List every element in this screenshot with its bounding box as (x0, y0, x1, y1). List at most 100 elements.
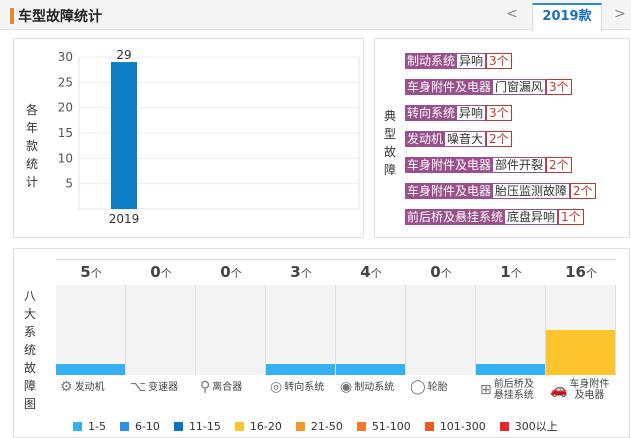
legend-label: 101-300 (439, 419, 486, 433)
page-title: 车型故障统计 (18, 9, 102, 25)
fault-item[interactable]: 发动机 噪音大 2个 (405, 131, 512, 147)
fault-type: 部件开裂 (493, 157, 547, 173)
legend-swatch (234, 421, 244, 431)
fault-category: 车身附件及电器 (405, 183, 494, 199)
fault-item[interactable]: 车身附件及电器 胎压监测故障 2个 (405, 183, 596, 199)
fault-type: 门窗漏风 (493, 79, 547, 95)
legend-label: 300以上 (514, 420, 558, 433)
system-count-value: 1 (500, 263, 511, 281)
fault-count: 3个 (486, 53, 512, 69)
next-arrow-icon[interactable]: > (614, 6, 626, 22)
system-label[interactable]: 🚗 车身附件 及电器 (550, 379, 609, 401)
legend-swatch (173, 421, 183, 431)
fault-category: 前后桥及悬挂系统 (405, 209, 506, 225)
fault-type: 底盘异响 (505, 209, 559, 225)
prev-arrow-icon[interactable]: < (506, 6, 518, 22)
bar-value-label: 29 (116, 48, 131, 62)
system-count-unit: 个 (585, 267, 597, 280)
legend-item: 300以上 (499, 418, 558, 434)
system-count-value: 16 (565, 263, 586, 281)
legend-label: 11-15 (188, 419, 221, 433)
legend-label: 51-100 (371, 419, 411, 433)
system-count-unit: 个 (90, 267, 102, 280)
legend-swatch (499, 421, 509, 431)
fault-type: 异响 (457, 53, 487, 69)
year-bar[interactable] (111, 62, 137, 209)
system-label[interactable]: ◉ 制动系统 (340, 379, 394, 395)
system-count: 4个 (336, 263, 406, 281)
y-tick-label: 5 (65, 177, 73, 191)
system-count-value: 0 (220, 263, 231, 281)
tire-icon: ◯ (410, 379, 426, 395)
legend-item: 21-50 (295, 418, 343, 434)
system-count: 16个 (546, 263, 616, 281)
legend-swatch (73, 421, 82, 431)
y-tick-label: 25 (58, 75, 73, 89)
fault-type: 异响 (457, 105, 487, 121)
system-fill-bar (56, 364, 125, 375)
fault-item[interactable]: 车身附件及电器 部件开裂 2个 (405, 157, 572, 173)
system-name: 制动系统 (354, 381, 395, 393)
y-tick-label: 15 (58, 126, 73, 140)
fault-item[interactable]: 制动系统 异响 3个 (405, 53, 512, 69)
system-count-unit: 个 (300, 267, 312, 280)
fault-item[interactable]: 车身附件及电器 门窗漏风 3个 (405, 79, 572, 95)
system-column[interactable] (546, 285, 616, 375)
steering-icon: ◎ (270, 379, 283, 395)
system-name: 变速器 (148, 381, 179, 393)
system-label[interactable]: ⚙ 发动机 (60, 379, 105, 395)
systems-legend: 1-5 6-10 11-15 16-20 21-50 51-100 101-300 300以上 (73, 418, 572, 434)
fault-item[interactable]: 转向系统 异响 3个 (405, 105, 512, 121)
system-label[interactable]: ⚲ 离合器 (200, 379, 242, 395)
legend-item: 101-300 (424, 418, 486, 434)
x-category-label: 2019 (109, 212, 140, 226)
system-count-value: 4 (360, 263, 371, 281)
system-count-unit: 个 (440, 267, 452, 280)
system-column[interactable] (196, 285, 266, 375)
system-count-value: 0 (150, 263, 161, 281)
system-column[interactable] (406, 285, 476, 375)
year-stats-panel: 各年款统计 30 25 20 15 10 5 29 2019 (13, 38, 364, 238)
system-column[interactable] (126, 285, 196, 375)
system-label[interactable]: ⊞ 前后桥及 悬挂系统 (480, 379, 534, 401)
system-count: 0个 (196, 263, 266, 281)
system-label[interactable]: ◎ 转向系统 (270, 379, 324, 395)
system-column[interactable] (266, 285, 336, 375)
system-count: 0个 (126, 263, 196, 281)
system-label[interactable]: ⌥ 变速器 (130, 379, 178, 395)
fault-count: 2个 (486, 131, 512, 147)
suspension-icon: ⊞ (480, 382, 492, 398)
system-count-unit: 个 (370, 267, 382, 280)
system-fill-bar (476, 364, 545, 375)
y-tick-label: 30 (58, 50, 73, 64)
system-name: 发动机 (74, 381, 105, 393)
body-electric-icon: 🚗 (550, 382, 568, 398)
fault-count: 1个 (558, 209, 584, 225)
brake-icon: ◉ (340, 379, 353, 395)
legend-label: 6-10 (134, 419, 160, 433)
legend-label: 21-50 (310, 419, 343, 433)
fault-count: 3个 (546, 79, 572, 95)
system-count: 1个 (476, 263, 546, 281)
legend-item: 6-10 (119, 418, 160, 434)
fault-category: 发动机 (405, 131, 446, 147)
fault-item[interactable]: 前后桥及悬挂系统 底盘异响 1个 (405, 209, 584, 225)
header-bar: 车型故障统计 < 2019款 > (0, 0, 631, 31)
typical-faults-label-text: 典型故障 (383, 109, 396, 177)
system-count-value: 5 (80, 263, 91, 281)
legend-item: 51-100 (356, 418, 411, 434)
fault-category: 车身附件及电器 (405, 79, 494, 95)
typical-faults-label: 典型故障 (383, 107, 397, 179)
systems-panel: 八大系统故障图 5个 ⚙ 发动机 0个 ⌥ 变速器 0个 ⚲ 离合器 3个 ◎ 转向系统 4个 ◉ 制动系统… (13, 248, 630, 438)
system-fill-bar (546, 330, 615, 375)
system-label[interactable]: ◯ 轮胎 (410, 379, 448, 395)
system-name: 转向系统 (284, 381, 325, 393)
year-stats-label: 各年款统计 (25, 101, 39, 191)
clutch-icon: ⚲ (200, 379, 211, 395)
fault-count: 2个 (570, 183, 596, 199)
tab-year[interactable]: 2019款 (532, 3, 602, 31)
y-tick-label: 20 (58, 101, 73, 115)
system-column[interactable] (336, 285, 406, 375)
system-column[interactable] (56, 285, 126, 375)
system-column[interactable] (476, 285, 546, 375)
